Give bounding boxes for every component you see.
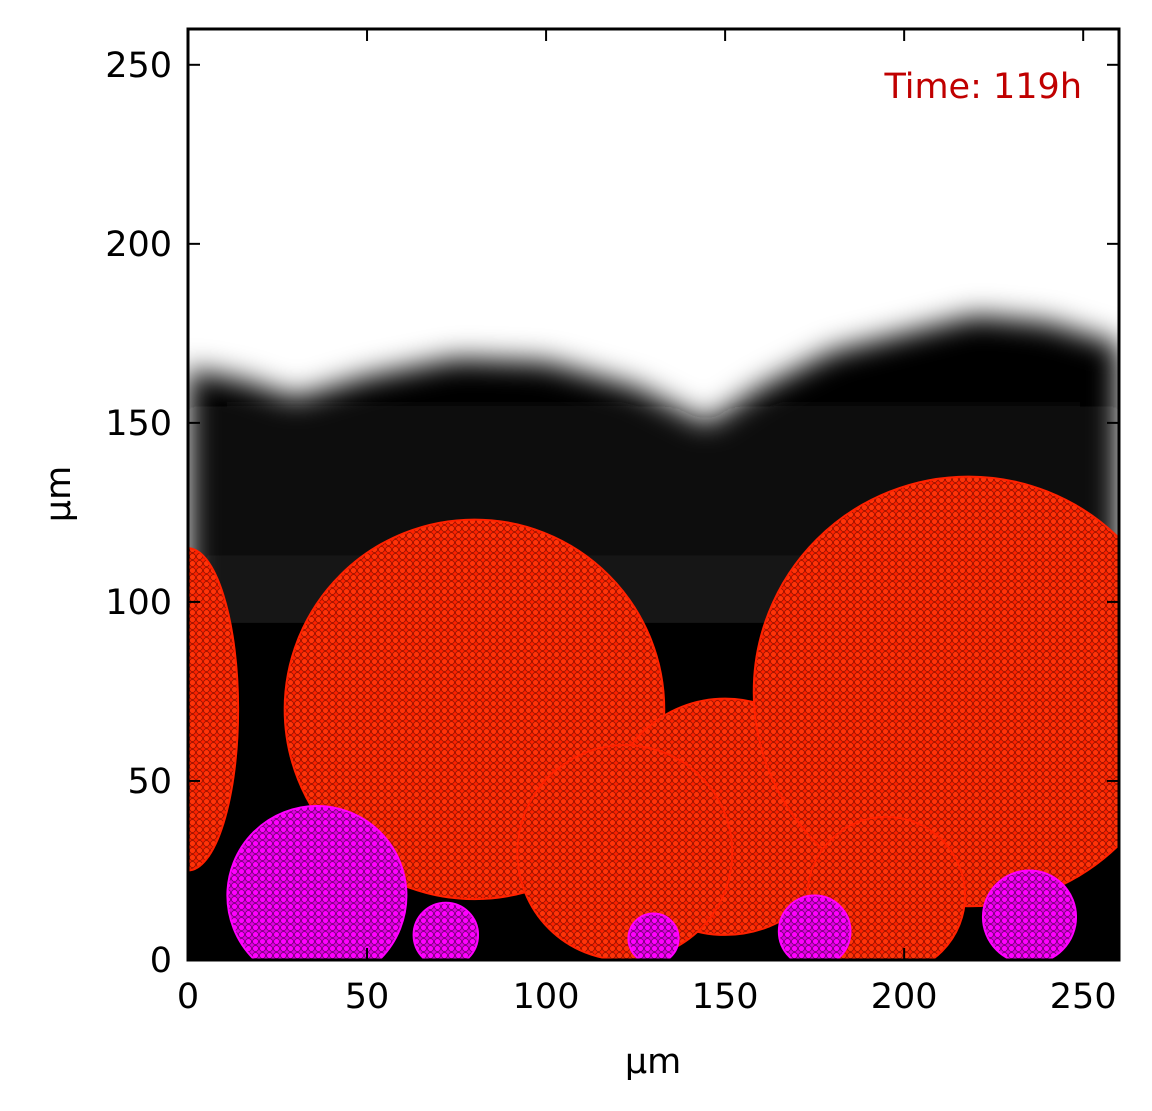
magenta-cell-cluster-1 bbox=[412, 901, 480, 960]
y-tick-label-100: 100 bbox=[105, 583, 172, 623]
red-cell-cluster-3 bbox=[752, 475, 1119, 908]
x-axis-label: μm bbox=[625, 1042, 681, 1082]
x-tick-label-150: 150 bbox=[692, 977, 759, 1017]
y-tick-label-150: 150 bbox=[105, 404, 172, 444]
y-tick-label-0: 0 bbox=[150, 941, 172, 981]
x-tick-label-50: 50 bbox=[345, 977, 390, 1017]
red-cell-cluster-0 bbox=[188, 547, 240, 872]
magenta-cell-cluster-4 bbox=[981, 869, 1078, 960]
time-annotation: Time: 119h bbox=[883, 67, 1082, 107]
plot-frame bbox=[186, 27, 1121, 962]
magenta-cell-cluster-2 bbox=[627, 912, 680, 960]
x-tick-label-100: 100 bbox=[513, 977, 580, 1017]
x-tick-label-0: 0 bbox=[177, 977, 199, 1017]
x-tick-label-250: 250 bbox=[1050, 977, 1117, 1017]
cell-clusters bbox=[188, 475, 1119, 960]
y-tick-label-50: 50 bbox=[127, 762, 172, 802]
axis-ticks: 0 50 100 150 200 250 0 50 100 150 200 250 bbox=[105, 29, 1119, 1017]
y-axis-label: μm bbox=[39, 466, 79, 522]
red-cell-cluster-4 bbox=[516, 744, 734, 960]
magenta-cell-cluster-3 bbox=[777, 894, 852, 960]
magenta-cell-cluster-0 bbox=[226, 805, 408, 960]
x-tick-label-200: 200 bbox=[871, 977, 938, 1017]
y-tick-label-200: 200 bbox=[105, 225, 172, 265]
y-tick-label-250: 250 bbox=[105, 46, 172, 86]
